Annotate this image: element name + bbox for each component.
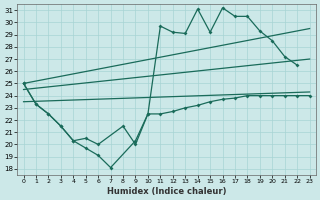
X-axis label: Humidex (Indice chaleur): Humidex (Indice chaleur) <box>107 187 226 196</box>
